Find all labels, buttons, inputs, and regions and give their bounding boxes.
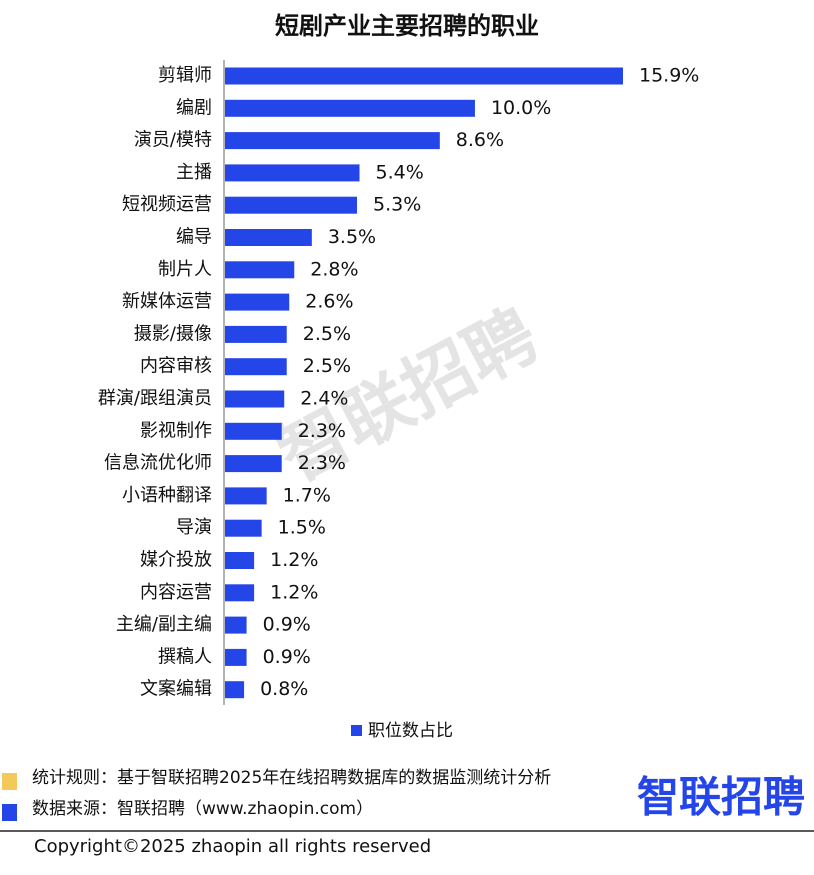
value-label: 2.3% bbox=[298, 452, 346, 474]
bar bbox=[225, 681, 245, 699]
value-label: 0.8% bbox=[260, 678, 308, 700]
category-label: 新媒体运营 bbox=[122, 291, 212, 312]
category-label: 媒介投放 bbox=[140, 550, 212, 571]
category-label: 编导 bbox=[176, 227, 212, 248]
value-label: 1.5% bbox=[278, 517, 326, 539]
category-label: 信息流优化师 bbox=[104, 453, 212, 474]
note: 数据来源：智联招聘（www.zhaopin.com） bbox=[32, 799, 373, 819]
bar bbox=[225, 293, 290, 311]
bar bbox=[225, 455, 282, 473]
value-label: 2.3% bbox=[298, 420, 346, 442]
value-label: 1.2% bbox=[270, 549, 318, 571]
bar bbox=[225, 552, 255, 569]
value-label: 2.6% bbox=[305, 291, 353, 313]
category-label: 主编/副主编 bbox=[116, 614, 212, 635]
category-label: 编剧 bbox=[176, 97, 212, 118]
note-swatch bbox=[2, 804, 17, 821]
category-label: 摄影/摄像 bbox=[134, 323, 212, 344]
bar bbox=[225, 616, 247, 634]
category-label: 小语种翻译 bbox=[122, 485, 212, 506]
bar bbox=[225, 519, 262, 537]
category-label: 短视频运营 bbox=[122, 194, 212, 215]
bar bbox=[225, 358, 287, 376]
category-label: 演员/模特 bbox=[134, 130, 212, 151]
bar bbox=[225, 422, 282, 440]
chart-title: 短剧产业主要招聘的职业 bbox=[275, 12, 539, 40]
category-label: 剪辑师 bbox=[158, 65, 212, 86]
value-label: 0.9% bbox=[263, 646, 311, 668]
value-label: 8.6% bbox=[456, 129, 504, 151]
bar bbox=[225, 487, 267, 505]
category-label: 制片人 bbox=[158, 259, 212, 280]
category-label: 撰稿人 bbox=[158, 646, 212, 667]
value-label: 1.7% bbox=[283, 484, 331, 506]
logo: 智联招聘 bbox=[637, 773, 805, 822]
value-label: 1.2% bbox=[270, 581, 318, 603]
value-label: 10.0% bbox=[491, 97, 551, 119]
value-label: 5.3% bbox=[373, 194, 421, 216]
value-label: 0.9% bbox=[263, 614, 311, 636]
category-label: 文案编辑 bbox=[140, 679, 212, 700]
category-label: 内容运营 bbox=[140, 582, 212, 603]
bar bbox=[225, 132, 440, 150]
bar bbox=[225, 196, 357, 214]
value-label: 2.4% bbox=[300, 388, 348, 410]
legend-swatch bbox=[351, 725, 362, 736]
value-label: 2.5% bbox=[303, 355, 351, 377]
category-label: 群演/跟组演员 bbox=[98, 388, 212, 409]
category-label: 导演 bbox=[176, 517, 212, 538]
bar bbox=[225, 164, 360, 182]
bar bbox=[225, 648, 247, 666]
bar bbox=[225, 229, 312, 246]
copyright: Copyright©2025 zhaopin all rights reserv… bbox=[34, 836, 431, 857]
category-label: 影视制作 bbox=[140, 420, 212, 441]
bar bbox=[225, 261, 295, 279]
bar bbox=[225, 584, 255, 602]
bar bbox=[225, 99, 475, 117]
value-label: 15.9% bbox=[639, 65, 699, 87]
category-label: 主播 bbox=[176, 162, 212, 183]
bar bbox=[225, 67, 623, 85]
category-label: 内容审核 bbox=[140, 356, 212, 377]
legend-label: 职位数占比 bbox=[368, 721, 453, 741]
value-label: 5.4% bbox=[376, 161, 424, 183]
value-label: 2.8% bbox=[310, 258, 358, 280]
value-label: 3.5% bbox=[328, 226, 376, 248]
note: 统计规则：基于智联招聘2025年在线招聘数据库的数据监测统计分析 bbox=[32, 768, 551, 788]
bar bbox=[225, 325, 287, 343]
bar bbox=[225, 390, 285, 408]
value-label: 2.5% bbox=[303, 323, 351, 345]
note-swatch bbox=[2, 773, 17, 790]
